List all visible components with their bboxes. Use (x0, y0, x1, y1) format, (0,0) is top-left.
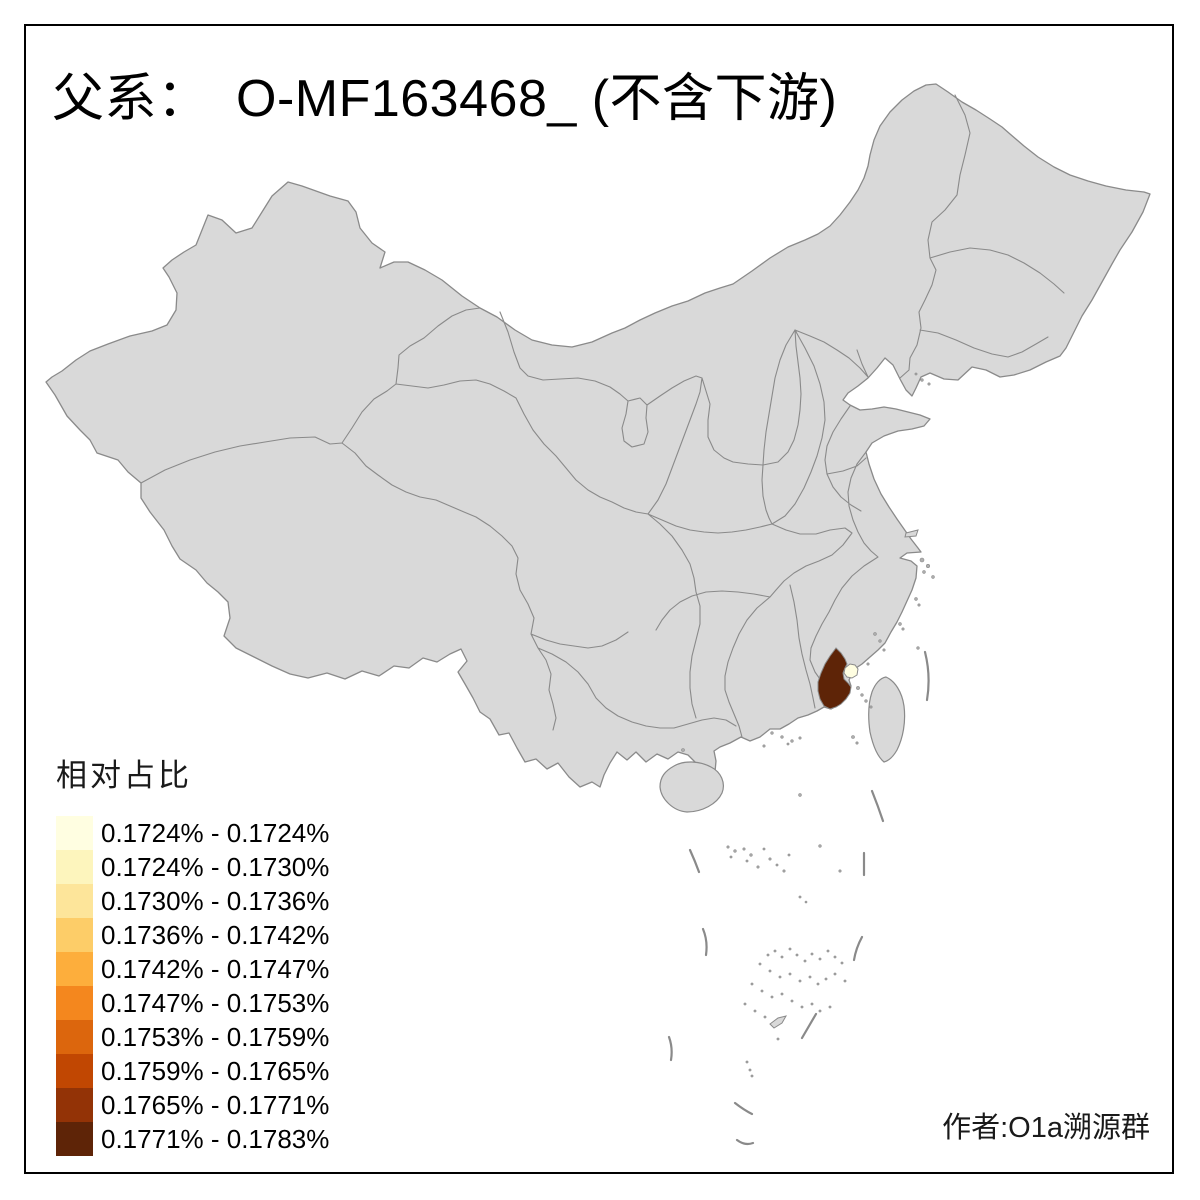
highlight-region-light (843, 663, 859, 679)
legend-label: 0.1747% - 0.1753% (101, 987, 330, 1018)
legend-swatch (56, 1020, 93, 1054)
legend-item: 0.1753% - 0.1759% (56, 1020, 329, 1054)
legend-swatch (56, 884, 93, 918)
legend-swatch (56, 918, 93, 952)
plot-title: 父系： O-MF163468_ (不含下游) (52, 70, 838, 128)
legend-label: 0.1765% - 0.1771% (101, 1089, 330, 1120)
taiwan-island (868, 676, 906, 763)
legend-label: 0.1742% - 0.1747% (101, 953, 330, 984)
legend-label: 0.1724% - 0.1724% (101, 817, 330, 848)
province-borders (140, 94, 1065, 738)
legend-swatch (56, 1122, 93, 1156)
legend-title: 相对占比 (56, 758, 192, 793)
legend-item: 0.1771% - 0.1783% (56, 1122, 329, 1156)
nine-dash-line (667, 650, 930, 1146)
legend-item: 0.1736% - 0.1742% (56, 918, 329, 952)
legend-swatch (56, 986, 93, 1020)
highlight-region-dark (817, 647, 852, 710)
chongming-island (904, 529, 919, 538)
legend-item: 0.1724% - 0.1724% (56, 816, 329, 850)
legend-item: 0.1730% - 0.1736% (56, 884, 329, 918)
legend-item: 0.1759% - 0.1765% (56, 1054, 329, 1088)
legend: 相对占比 0.1724% - 0.1724% 0.1724% - 0.1730% 0… (56, 750, 329, 1156)
legend-swatch (56, 952, 93, 986)
legend-item: 0.1765% - 0.1771% (56, 1088, 329, 1122)
hainan-island (659, 761, 724, 813)
legend-items: 0.1724% - 0.1724% 0.1724% - 0.1730% 0.1730… (56, 816, 329, 1156)
mainland-outline (45, 83, 1151, 793)
small-islands (681, 372, 935, 1078)
legend-label: 0.1753% - 0.1759% (101, 1021, 330, 1052)
legend-swatch (56, 1054, 93, 1088)
legend-label: 0.1736% - 0.1742% (101, 919, 330, 950)
legend-label: 0.1771% - 0.1783% (101, 1123, 330, 1154)
legend-label: 0.1724% - 0.1730% (101, 851, 330, 882)
legend-label: 0.1730% - 0.1736% (101, 885, 330, 916)
legend-label: 0.1759% - 0.1765% (101, 1055, 330, 1086)
legend-swatch (56, 1088, 93, 1122)
legend-item: 0.1747% - 0.1753% (56, 986, 329, 1020)
legend-item: 0.1742% - 0.1747% (56, 952, 329, 986)
legend-item: 0.1724% - 0.1730% (56, 850, 329, 884)
spratly-sliver-island (769, 1015, 788, 1029)
legend-swatch (56, 816, 93, 850)
legend-swatch (56, 850, 93, 884)
attribution-text: 作者:O1a溯源群 (942, 1112, 1150, 1144)
